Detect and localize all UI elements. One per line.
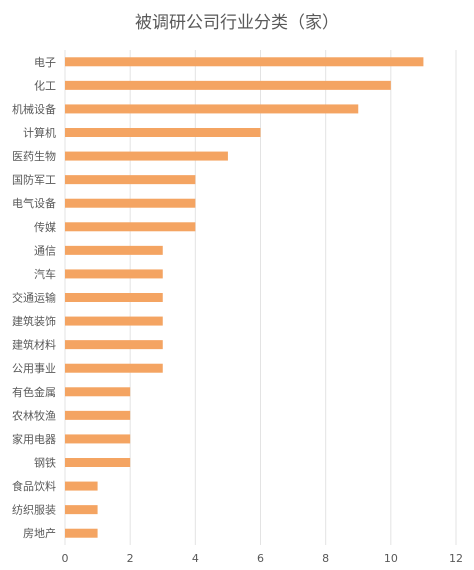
x-tick-label-4: 8 <box>322 552 329 565</box>
bar-7 <box>65 222 196 232</box>
bar-12 <box>65 340 163 350</box>
category-label-4: 医药生物 <box>12 149 56 163</box>
x-tick-label-2: 4 <box>192 552 199 565</box>
bar-14 <box>65 387 131 397</box>
bar-6 <box>65 198 196 208</box>
category-label-1: 化工 <box>34 78 56 92</box>
category-label-15: 农林牧渔 <box>12 408 56 422</box>
bar-20 <box>65 528 98 538</box>
bar-3 <box>65 128 261 137</box>
bar-18 <box>65 481 98 491</box>
bar-17 <box>65 458 131 467</box>
x-tick-label-1: 2 <box>127 552 134 565</box>
x-tick-label-6: 12 <box>449 552 463 565</box>
bar-11 <box>65 316 163 326</box>
category-label-13: 公用事业 <box>12 362 56 375</box>
category-label-16: 家用电器 <box>12 432 56 446</box>
x-tick-label-3: 6 <box>257 552 264 565</box>
bar-16 <box>65 434 131 444</box>
x-tick-label-0: 0 <box>62 552 69 565</box>
category-label-3: 计算机 <box>23 126 56 140</box>
bar-8 <box>65 245 163 255</box>
x-tick-label-5: 10 <box>384 552 398 565</box>
bar-1 <box>65 80 391 90</box>
category-label-8: 通信 <box>34 244 56 257</box>
category-label-12: 建筑材料 <box>12 338 56 352</box>
category-label-14: 有色金属 <box>12 385 56 399</box>
bar-13 <box>65 363 163 373</box>
category-label-11: 建筑装饰 <box>12 314 56 328</box>
bar-4 <box>65 151 228 161</box>
bar-0 <box>65 57 424 67</box>
category-label-20: 房地产 <box>23 526 56 540</box>
category-label-7: 传媒 <box>34 221 56 234</box>
category-label-6: 电气设备 <box>12 196 56 210</box>
category-label-17: 钢铁 <box>34 457 56 470</box>
bar-10 <box>65 293 163 302</box>
category-label-19: 纺织服装 <box>12 503 56 517</box>
chart-title: 被调研公司行业分类（家） <box>135 13 339 33</box>
bar-19 <box>65 505 98 515</box>
bar-5 <box>65 175 196 185</box>
category-label-9: 汽车 <box>34 267 56 281</box>
bar-9 <box>65 269 163 279</box>
bar-15 <box>65 410 131 420</box>
category-label-5: 国防军工 <box>12 173 56 187</box>
category-label-18: 食品饮料 <box>12 479 56 493</box>
category-label-0: 电子 <box>34 56 56 69</box>
category-label-2: 机械设备 <box>12 102 56 116</box>
bar-2 <box>65 104 359 114</box>
category-label-10: 交通运输 <box>12 291 56 305</box>
